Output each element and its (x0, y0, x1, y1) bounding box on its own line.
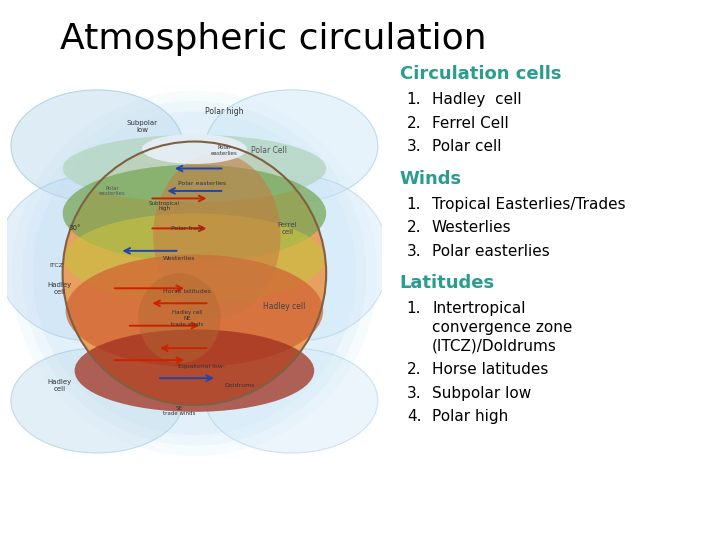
Text: 2.: 2. (407, 116, 421, 131)
Text: Intertropical: Intertropical (432, 301, 526, 316)
Ellipse shape (11, 348, 183, 453)
Ellipse shape (11, 90, 183, 202)
Text: Polar front: Polar front (171, 226, 203, 231)
Text: Equatorial low-: Equatorial low- (179, 363, 225, 369)
Text: Subpolar low: Subpolar low (432, 386, 531, 401)
Text: 2.: 2. (407, 220, 421, 235)
Text: 30°: 30° (68, 225, 81, 231)
Text: 1.: 1. (407, 197, 421, 212)
Text: (ITCZ)/Doldrums: (ITCZ)/Doldrums (432, 338, 557, 353)
Ellipse shape (63, 165, 326, 262)
Text: 1.: 1. (407, 301, 421, 316)
Text: Hadley cell: Hadley cell (263, 302, 305, 310)
Text: Hadley  cell: Hadley cell (432, 92, 521, 107)
Text: Polar Cell: Polar Cell (251, 146, 287, 155)
Text: Atmospheric circulation: Atmospheric circulation (60, 22, 487, 56)
Ellipse shape (75, 329, 314, 412)
Text: Westerlies: Westerlies (163, 256, 196, 261)
Text: Westerlies: Westerlies (432, 220, 512, 235)
Text: Winds: Winds (400, 170, 462, 187)
Ellipse shape (22, 101, 366, 445)
Ellipse shape (0, 176, 183, 341)
Ellipse shape (66, 254, 323, 367)
Ellipse shape (210, 176, 389, 341)
Text: Polar cell: Polar cell (432, 139, 502, 154)
Text: Horse latitudes: Horse latitudes (163, 289, 211, 294)
Text: 1.: 1. (407, 92, 421, 107)
Text: Subtropical
high: Subtropical high (149, 200, 180, 211)
Ellipse shape (206, 348, 378, 453)
Text: Polar
easterlies: Polar easterlies (211, 145, 238, 156)
Text: SE
trade winds: SE trade winds (163, 406, 196, 416)
Ellipse shape (32, 112, 356, 435)
Ellipse shape (63, 135, 326, 202)
Text: Doldrums: Doldrums (224, 383, 255, 388)
Ellipse shape (138, 273, 220, 363)
Text: Hadley cell
NE
trade winds: Hadley cell NE trade winds (171, 310, 203, 327)
Circle shape (63, 141, 326, 405)
Text: Polar
easterlies: Polar easterlies (99, 186, 125, 197)
Text: Horse latitudes: Horse latitudes (432, 362, 549, 377)
Text: Hadley
cell: Hadley cell (48, 282, 72, 295)
Text: 3.: 3. (407, 139, 421, 154)
Ellipse shape (153, 153, 281, 318)
Text: Polar easterlies: Polar easterlies (178, 181, 226, 186)
Text: Polar high: Polar high (432, 409, 508, 424)
Text: ITCZ: ITCZ (50, 264, 63, 268)
Text: Latitudes: Latitudes (400, 274, 495, 292)
Text: Ferrel Cell: Ferrel Cell (432, 116, 509, 131)
Ellipse shape (206, 90, 378, 202)
Text: Polar high: Polar high (205, 107, 243, 116)
Text: convergence zone: convergence zone (432, 320, 572, 335)
Text: Tropical Easterlies/Trades: Tropical Easterlies/Trades (432, 197, 626, 212)
Ellipse shape (12, 91, 377, 456)
Text: Subpolar
low: Subpolar low (127, 120, 158, 133)
Ellipse shape (142, 134, 247, 164)
Text: 3.: 3. (407, 386, 421, 401)
Text: Polar easterlies: Polar easterlies (432, 244, 550, 259)
Text: Ferrel
cell: Ferrel cell (277, 222, 297, 235)
Text: Hadley
cell: Hadley cell (48, 379, 72, 392)
Text: 3.: 3. (407, 244, 421, 259)
Text: 4.: 4. (407, 409, 421, 424)
Text: Circulation cells: Circulation cells (400, 65, 561, 83)
Ellipse shape (64, 213, 325, 303)
Text: 2.: 2. (407, 362, 421, 377)
